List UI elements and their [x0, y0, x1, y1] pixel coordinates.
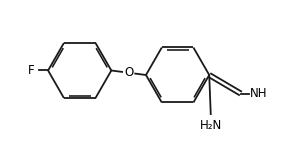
Text: F: F — [28, 64, 35, 77]
Text: NH: NH — [250, 87, 268, 100]
Text: O: O — [124, 66, 133, 79]
Text: H₂N: H₂N — [200, 119, 222, 132]
